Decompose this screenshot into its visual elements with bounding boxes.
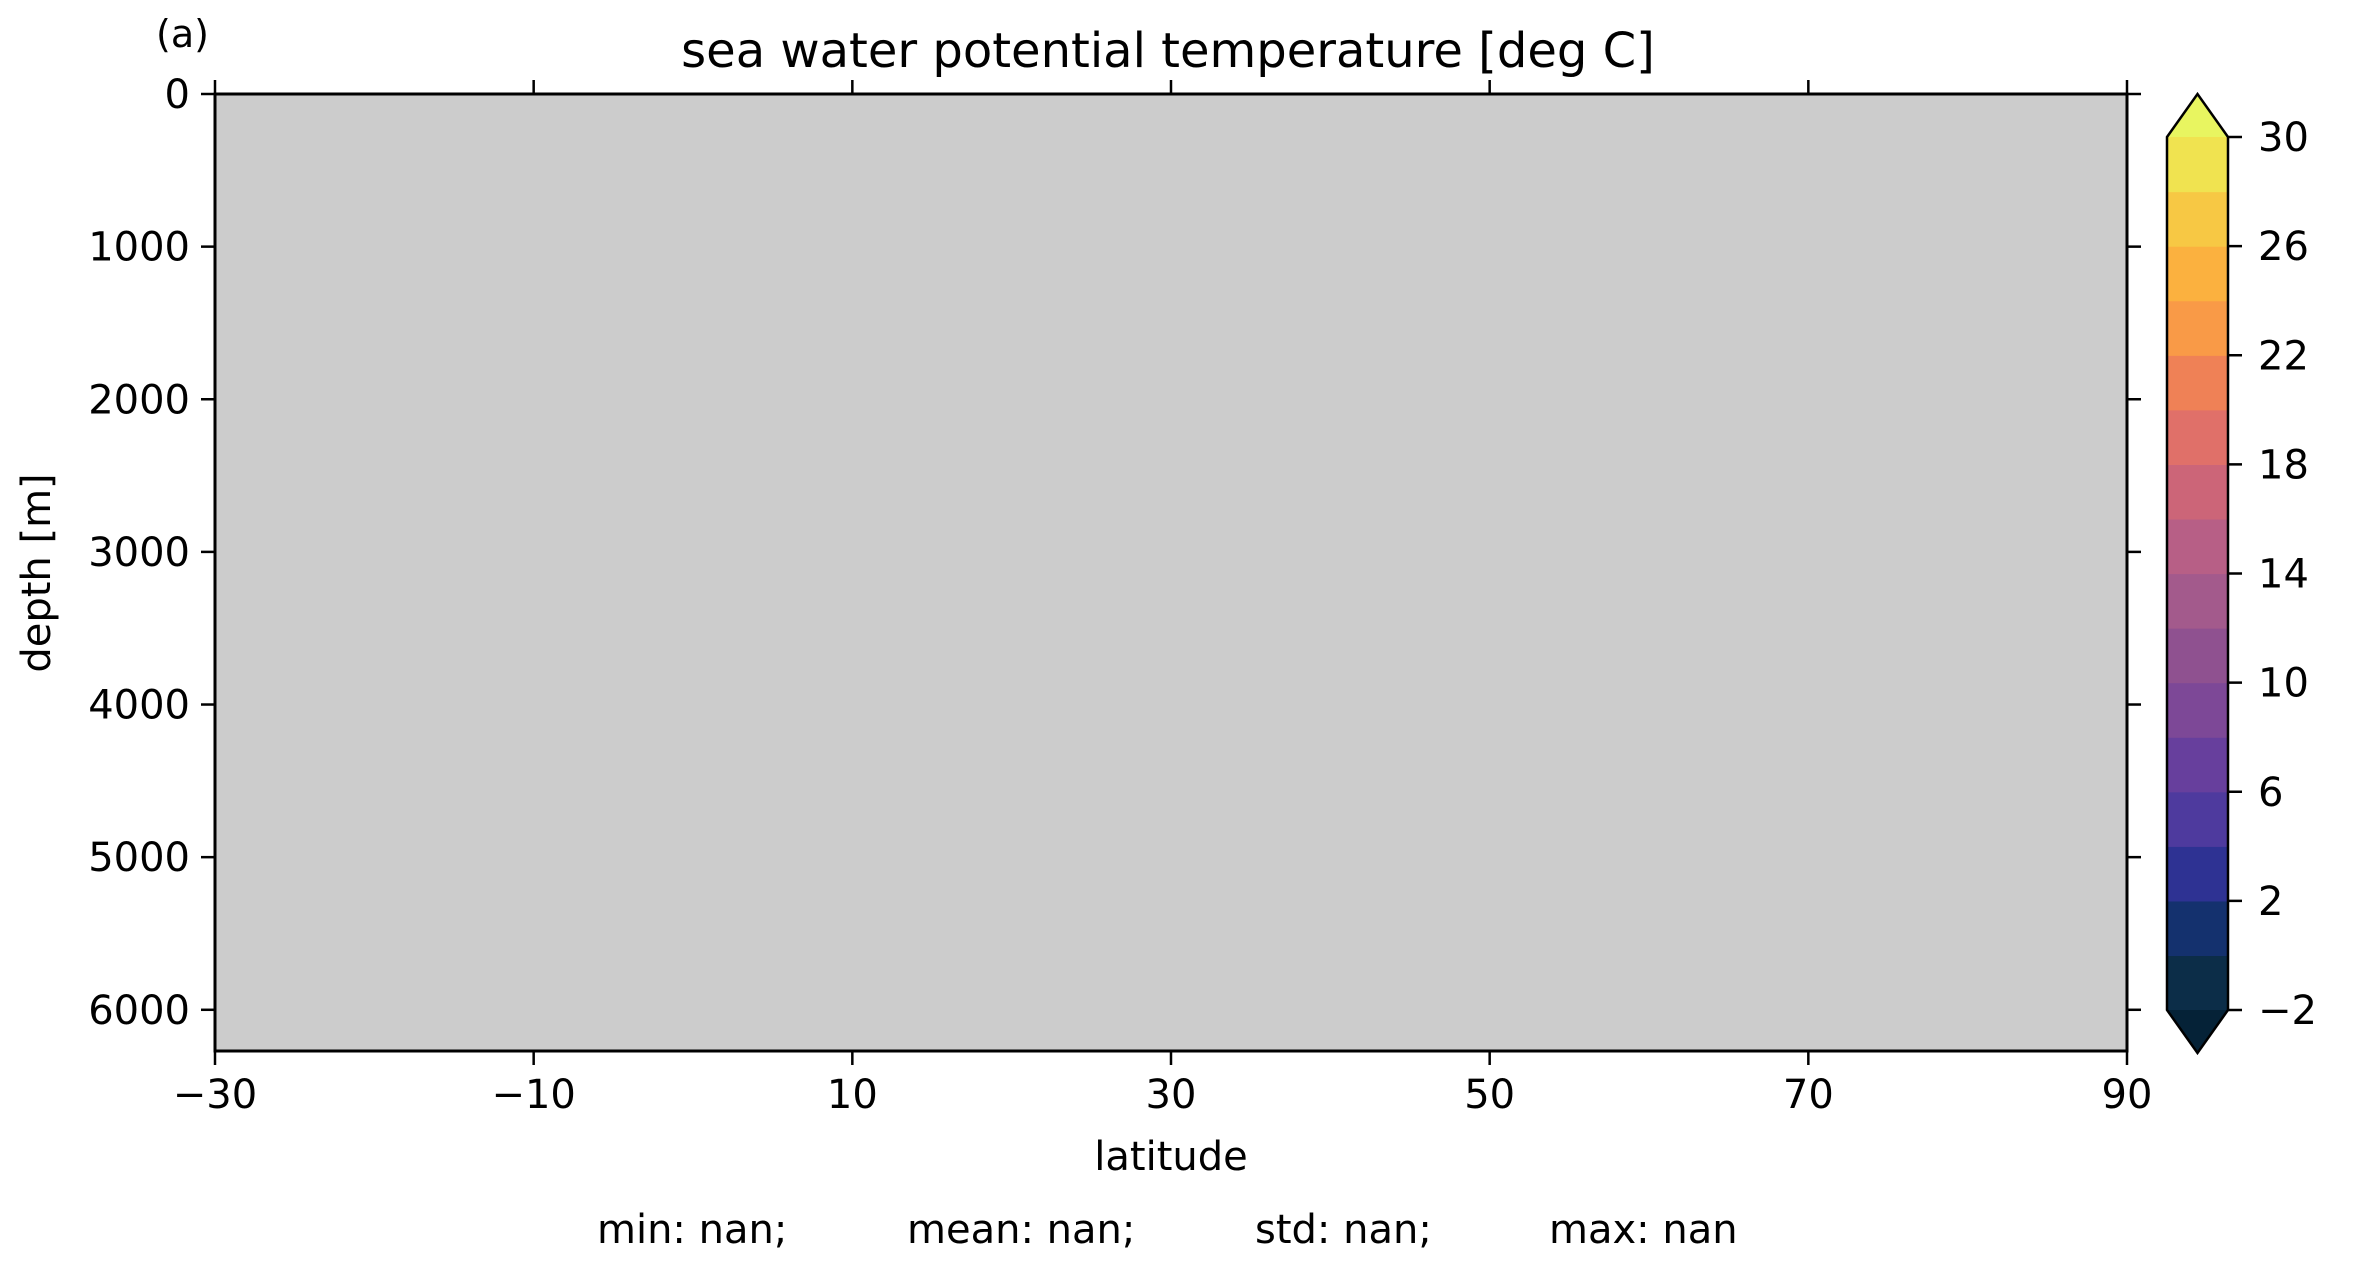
colorbar-tick-label: 26 [2258,224,2309,270]
stat-max: max: nan [1549,1207,1738,1253]
x-tick-label: 90 [2102,1072,2153,1118]
colorbar-tick-label: 18 [2258,442,2309,488]
colorbar-tick-label: 14 [2258,552,2309,598]
colorbar-segment [2167,737,2228,793]
y-tick-label: 1000 [88,225,190,271]
x-axis: −30 −10 10 30 50 70 90 [173,80,2153,1118]
colorbar-segment [2167,573,2228,629]
y-axis: 0 1000 2000 3000 4000 5000 6000 [88,72,2141,1034]
colorbar-under-extension [2167,1010,2228,1053]
x-tick-label: −10 [491,1072,575,1118]
colorbar-tick-label: 6 [2258,770,2283,816]
x-tick-label: 70 [1783,1072,1834,1118]
colorbar-segment [2167,409,2228,465]
y-tick-label: 3000 [88,530,190,576]
colorbar-segment [2167,191,2228,247]
colorbar-tick-label: 10 [2258,661,2309,707]
colorbar-segment [2167,846,2228,902]
colorbar-segment [2167,300,2228,356]
colorbar-segment [2167,628,2228,684]
chart-title: sea water potential temperature [deg C] [681,23,1655,79]
colorbar-segment [2167,137,2228,193]
colorbar-segment [2167,518,2228,575]
stat-mean: mean: nan; [907,1207,1136,1253]
colorbar-segment [2167,246,2228,302]
colorbar-segment [2167,682,2228,738]
y-axis-label: depth [m] [14,473,60,672]
stat-std: std: nan; [1255,1207,1432,1253]
colorbar-segment [2167,355,2228,411]
x-tick-label: 50 [1464,1072,1515,1118]
panel-label: (a) [156,12,209,56]
y-tick-label: 4000 [88,683,190,729]
x-tick-label: 10 [827,1072,878,1118]
x-tick-label: −30 [173,1072,257,1118]
stats-line: min: nan; mean: nan; std: nan; max: nan [0,1207,2362,1257]
x-tick-label: 30 [1146,1072,1197,1118]
x-axis-label: latitude [1094,1134,1247,1180]
colorbar-tick-label: 2 [2258,879,2283,925]
colorbar-tick-label: −2 [2258,988,2317,1034]
colorbar-tick-label: 22 [2258,333,2309,379]
y-tick-label: 6000 [88,988,190,1034]
plot-area [213,92,2129,1053]
colorbar-segment [2167,955,2228,1011]
colorbar-over-extension [2167,94,2228,137]
stat-min: min: nan; [597,1207,788,1253]
colorbar-tick-label: 30 [2258,115,2309,161]
colorbar-segment [2167,900,2228,957]
y-tick-label: 2000 [88,377,190,423]
y-tick-label: 0 [165,72,190,118]
colorbar-segment [2167,791,2228,847]
colorbar-segment [2167,464,2228,520]
y-tick-label: 5000 [88,835,190,881]
